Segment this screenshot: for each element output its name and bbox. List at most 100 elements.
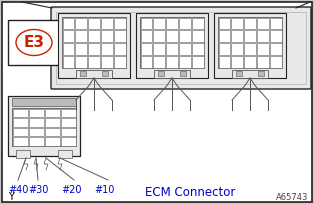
- Bar: [114, 43, 126, 55]
- Bar: [80, 71, 86, 76]
- Bar: [140, 43, 152, 55]
- Bar: [219, 18, 230, 29]
- Bar: [75, 30, 87, 42]
- Bar: [258, 71, 264, 76]
- Text: #20: #20: [62, 185, 82, 195]
- Bar: [61, 118, 75, 126]
- Bar: [13, 109, 28, 117]
- Bar: [219, 30, 230, 42]
- Bar: [13, 137, 28, 145]
- Bar: [136, 13, 208, 78]
- Bar: [12, 108, 76, 146]
- Bar: [62, 30, 74, 42]
- Bar: [16, 150, 30, 158]
- Bar: [29, 137, 44, 145]
- Bar: [88, 30, 100, 42]
- Bar: [153, 30, 165, 42]
- Text: ECM Connector: ECM Connector: [145, 185, 235, 198]
- Bar: [166, 30, 178, 42]
- Bar: [140, 30, 152, 42]
- Bar: [62, 18, 74, 29]
- Bar: [180, 71, 186, 76]
- Bar: [257, 18, 269, 29]
- Bar: [56, 12, 306, 84]
- Bar: [12, 98, 76, 106]
- Text: E3: E3: [24, 35, 45, 50]
- Bar: [62, 17, 126, 68]
- Bar: [8, 96, 80, 156]
- Bar: [61, 137, 75, 145]
- Text: #40: #40: [8, 185, 28, 195]
- Bar: [75, 56, 87, 68]
- Bar: [179, 30, 191, 42]
- Bar: [45, 137, 59, 145]
- Bar: [58, 13, 130, 78]
- Bar: [257, 43, 269, 55]
- Bar: [13, 128, 28, 136]
- Bar: [192, 56, 203, 68]
- Bar: [45, 118, 59, 126]
- Bar: [270, 18, 281, 29]
- Bar: [257, 30, 269, 42]
- Bar: [219, 56, 230, 68]
- Bar: [231, 18, 243, 29]
- Bar: [166, 18, 178, 29]
- Bar: [140, 56, 152, 68]
- Bar: [29, 109, 44, 117]
- Bar: [29, 118, 44, 126]
- Bar: [231, 56, 243, 68]
- Bar: [270, 30, 281, 42]
- Bar: [257, 56, 269, 68]
- Bar: [231, 30, 243, 42]
- Bar: [192, 18, 203, 29]
- Bar: [244, 30, 256, 42]
- Bar: [192, 43, 203, 55]
- Bar: [45, 109, 59, 117]
- Bar: [58, 150, 72, 158]
- Bar: [214, 13, 286, 78]
- Bar: [101, 30, 113, 42]
- Bar: [13, 118, 28, 126]
- Bar: [153, 18, 165, 29]
- Bar: [179, 43, 191, 55]
- Bar: [62, 43, 74, 55]
- Bar: [140, 18, 152, 29]
- Bar: [140, 17, 204, 68]
- Bar: [101, 18, 113, 29]
- Bar: [244, 43, 256, 55]
- Bar: [114, 18, 126, 29]
- Text: #30: #30: [28, 185, 48, 195]
- Bar: [158, 71, 164, 76]
- Bar: [88, 43, 100, 55]
- Bar: [218, 17, 282, 68]
- Bar: [29, 128, 44, 136]
- Bar: [219, 43, 230, 55]
- Bar: [101, 56, 113, 68]
- Bar: [244, 56, 256, 68]
- Bar: [61, 109, 75, 117]
- Bar: [75, 18, 87, 29]
- Bar: [236, 71, 242, 76]
- FancyBboxPatch shape: [51, 7, 311, 89]
- Bar: [8, 20, 60, 65]
- Bar: [270, 43, 281, 55]
- Bar: [270, 56, 281, 68]
- Bar: [76, 70, 112, 78]
- Bar: [102, 71, 108, 76]
- Bar: [62, 56, 74, 68]
- Bar: [179, 56, 191, 68]
- Bar: [114, 56, 126, 68]
- Bar: [232, 70, 268, 78]
- Bar: [179, 18, 191, 29]
- Bar: [101, 43, 113, 55]
- Bar: [192, 30, 203, 42]
- Text: A65743: A65743: [276, 193, 308, 202]
- Bar: [153, 43, 165, 55]
- Bar: [166, 43, 178, 55]
- Bar: [114, 30, 126, 42]
- Bar: [61, 128, 75, 136]
- Bar: [244, 18, 256, 29]
- Bar: [231, 43, 243, 55]
- Bar: [45, 128, 59, 136]
- Ellipse shape: [16, 30, 52, 55]
